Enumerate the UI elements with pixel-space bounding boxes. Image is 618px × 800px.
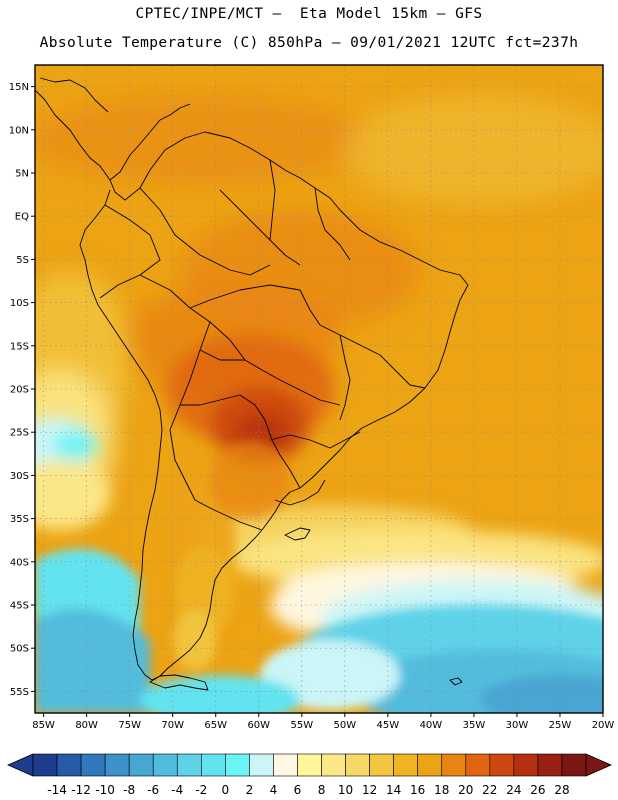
colorbar-label: 20: [458, 783, 473, 797]
colorbar-label: 28: [554, 783, 569, 797]
lon-label: 40W: [420, 720, 443, 731]
colorbar-swatch: [225, 753, 250, 777]
colorbar-swatch: [152, 753, 178, 777]
lon-label: 35W: [463, 720, 486, 731]
lon-label: 55W: [290, 720, 313, 731]
colorbar-label: 6: [294, 783, 302, 797]
colorbar-label: 10: [338, 783, 353, 797]
lon-label: 75W: [118, 720, 141, 731]
lat-label: 20S: [10, 385, 29, 396]
lat-label: 35S: [10, 514, 29, 525]
colorbar-swatch: [249, 753, 274, 777]
lat-label: 10N: [9, 125, 29, 136]
colorbar-swatch: [201, 753, 226, 777]
lat-label: 15S: [10, 341, 29, 352]
colorbar-high-arrow: [585, 753, 612, 777]
colorbar-swatch: [417, 753, 443, 777]
lat-label: 40S: [10, 557, 29, 568]
colorbar-swatch: [128, 753, 154, 777]
colorbar-label: -6: [147, 783, 159, 797]
colorbar-swatch: [561, 753, 587, 777]
colorbar-swatch: [513, 753, 539, 777]
lat-label: 25S: [10, 428, 29, 439]
colorbar-label: 0: [222, 783, 230, 797]
lon-label: 50W: [334, 720, 357, 731]
lat-label: 15N: [9, 82, 29, 93]
colorbar-swatch: [321, 753, 346, 777]
lat-label: 5N: [15, 169, 29, 180]
colorbar-label: 24: [506, 783, 521, 797]
colorbar-label: -10: [95, 783, 115, 797]
lon-label: 60W: [247, 720, 270, 731]
colorbar-swatches: [32, 753, 587, 777]
temperature-map: 15N 10N 5N EQ 5S 10S 15S 20S 25S 30S 35S 40S 45S 50S 5…: [9, 64, 614, 731]
lon-label: 65W: [204, 720, 227, 731]
colorbar-label: 4: [270, 783, 278, 797]
lat-label: 50S: [10, 644, 29, 655]
colorbar-label: 16: [410, 783, 425, 797]
colorbar-swatch: [369, 753, 394, 777]
title-line-2: Absolute Temperature (C) 850hPa — 09/01/…: [39, 35, 579, 51]
colorbar-swatch: [273, 753, 298, 777]
lat-label: 10S: [10, 298, 29, 309]
gridlines: [35, 65, 603, 713]
lon-label: 30W: [506, 720, 529, 731]
lon-label: 70W: [161, 720, 184, 731]
colorbar-low-arrow: [7, 753, 34, 777]
colorbar-label: -2: [195, 783, 207, 797]
colorbar-swatch: [80, 753, 106, 777]
colorbar-label: -12: [71, 783, 91, 797]
colorbar-label: 12: [362, 783, 377, 797]
coastlines: [35, 77, 469, 691]
lon-label: 80W: [75, 720, 98, 731]
colorbar-label: -4: [171, 783, 183, 797]
colorbar-swatch: [393, 753, 418, 777]
lon-label: 25W: [549, 720, 572, 731]
lon-label: 85W: [32, 720, 55, 731]
colorbar-label: -14: [47, 783, 67, 797]
colorbar-label: 18: [434, 783, 449, 797]
colorbar-swatch: [104, 753, 130, 777]
colorbar-label: 2: [246, 783, 254, 797]
latitude-labels: 15N 10N 5N EQ 5S 10S 15S 20S 25S 30S 35S 40S 45S 50S 5…: [9, 82, 35, 698]
colorbar-label: 22: [482, 783, 497, 797]
colorbar-label: 14: [386, 783, 401, 797]
colorbar-swatch: [489, 753, 515, 777]
colorbar-swatch: [441, 753, 467, 777]
lon-label: 20W: [592, 720, 615, 731]
lat-label: 5S: [16, 255, 29, 266]
colorbar-swatch: [345, 753, 370, 777]
colorbar: -14 -12 -10 -8 -6 -4 -2 0 2 4 6 8 10 12 14 16 18 20 22 24 26…: [7, 753, 612, 797]
colorbar-swatch: [537, 753, 563, 777]
temperature-field: [35, 65, 603, 713]
colorbar-label: -8: [123, 783, 135, 797]
colorbar-swatch: [56, 753, 82, 777]
lat-label: 30S: [10, 471, 29, 482]
colorbar-swatch: [465, 753, 491, 777]
colorbar-label: 8: [318, 783, 326, 797]
colorbar-labels: -14 -12 -10 -8 -6 -4 -2 0 2 4 6 8 10 12 14 16 18 20 22 24 26…: [47, 783, 569, 797]
colorbar-swatch: [176, 753, 202, 777]
longitude-labels: 85W 80W 75W 70W 65W 60W 55W 50W 45W 40W 35W 30W 25W 2…: [32, 713, 614, 731]
title-line-1: CPTEC/INPE/MCT — Eta Model 15km — GFS: [135, 6, 483, 22]
lat-label: EQ: [15, 212, 29, 223]
colorbar-swatch: [32, 753, 58, 777]
lat-label: 45S: [10, 601, 29, 612]
lat-label: 55S: [10, 687, 29, 698]
colorbar-label: 26: [530, 783, 545, 797]
colorbar-swatch: [297, 753, 322, 777]
lon-label: 45W: [377, 720, 400, 731]
